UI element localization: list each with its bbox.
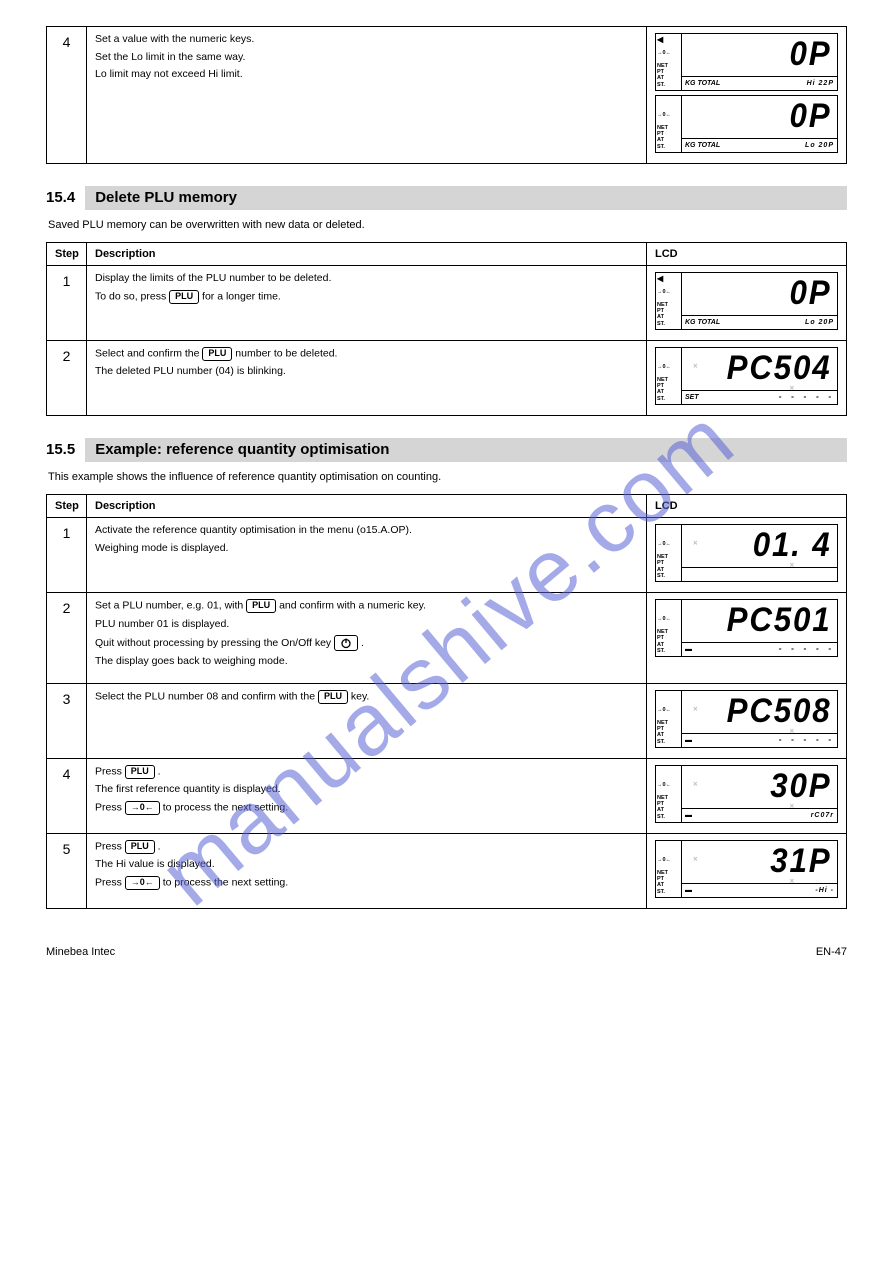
step-number: 2 <box>47 341 87 416</box>
table-header-row: Step Description LCD <box>47 242 847 265</box>
zero-key-icon: →0← <box>125 876 160 890</box>
step-number: 2 <box>47 593 87 684</box>
page-footer: Minebea Intec EN-47 <box>46 945 847 959</box>
zero-key-icon: →0← <box>125 801 160 815</box>
table-row: 1 Activate the reference quantity optimi… <box>47 518 847 593</box>
step-description: Press PLU .The first reference quantity … <box>87 758 647 833</box>
section-intro: This example shows the influence of refe… <box>48 470 847 484</box>
table-row: 3 Select the PLU number 08 and confirm w… <box>47 683 847 758</box>
step-description: Activate the reference quantity optimisa… <box>87 518 647 593</box>
section-intro: Saved PLU memory can be overwritten with… <box>48 218 847 232</box>
step-description: Set a PLU number, e.g. 01, with PLU and … <box>87 593 647 684</box>
footer-right: EN-47 <box>816 945 847 959</box>
table-row: 2 Set a PLU number, e.g. 01, with PLU an… <box>47 593 847 684</box>
lcd-display: ◀→0←NETPTATST.PC508▬- - - - - <box>655 690 838 748</box>
lcd-display: ◀→0←NETPTATST.0PKG TOTALLo 20P <box>655 95 838 153</box>
step-number: 4 <box>47 758 87 833</box>
step-description: Select and confirm the PLU number to be … <box>87 341 647 416</box>
step-number: 1 <box>47 266 87 341</box>
lcd-display: ◀→0←NETPTATST.PC501▬- - - - - <box>655 599 838 657</box>
plu-key-icon: PLU <box>125 765 155 779</box>
step-description: Set a value with the numeric keys. Set t… <box>87 27 647 164</box>
step-number: 3 <box>47 683 87 758</box>
footer-left: Minebea Intec <box>46 945 115 959</box>
step-description: Display the limits of the PLU number to … <box>87 266 647 341</box>
section-header: 15.4 Delete PLU memory <box>46 186 847 210</box>
step-description: Select the PLU number 08 and confirm wit… <box>87 683 647 758</box>
plu-key-icon: PLU <box>169 290 199 304</box>
lcd-display: ◀→0←NETPTATST.PC504SET- - - - - <box>655 347 838 405</box>
step-number: 5 <box>47 833 87 908</box>
plu-key-icon: PLU <box>125 840 155 854</box>
plu-key-icon: PLU <box>246 599 276 613</box>
table-header-row: Step Description LCD <box>47 494 847 517</box>
table-row: 4 Set a value with the numeric keys. Set… <box>47 27 847 164</box>
plu-key-icon: PLU <box>202 347 232 361</box>
steps-table-3: Step Description LCD 1 Activate the refe… <box>46 494 847 909</box>
steps-table-1: 4 Set a value with the numeric keys. Set… <box>46 26 847 164</box>
step-description: Press PLU .The Hi value is displayed.Pre… <box>87 833 647 908</box>
section-header: 15.5 Example: reference quantity optimis… <box>46 438 847 462</box>
table-row: 4 Press PLU .The first reference quantit… <box>47 758 847 833</box>
lcd-display: ◀→0←NETPTATST.30P▬rC07r <box>655 765 838 823</box>
lcd-display: ◀→0←NETPTATST.0PKG TOTALLo 20P <box>655 272 838 330</box>
step-number: 1 <box>47 518 87 593</box>
table-row: 1 Display the limits of the PLU number t… <box>47 266 847 341</box>
step-number: 4 <box>47 27 87 164</box>
plu-key-icon: PLU <box>318 690 348 704</box>
lcd-display: ◀→0←NETPTATST.31P▬-Hi - <box>655 840 838 898</box>
table-row: 5 Press PLU .The Hi value is displayed.P… <box>47 833 847 908</box>
power-key-icon <box>334 635 358 651</box>
lcd-display: ◀→0←NETPTATST.0PKG TOTALHi 22P <box>655 33 838 91</box>
table-row: 2 Select and confirm the PLU number to b… <box>47 341 847 416</box>
lcd-cell: ◀→0←NETPTATST.0PKG TOTALHi 22P ◀→0←NETPT… <box>647 27 847 164</box>
steps-table-2: Step Description LCD 1 Display the limit… <box>46 242 847 416</box>
lcd-display: ◀→0←NETPTATST.01. 4 <box>655 524 838 582</box>
